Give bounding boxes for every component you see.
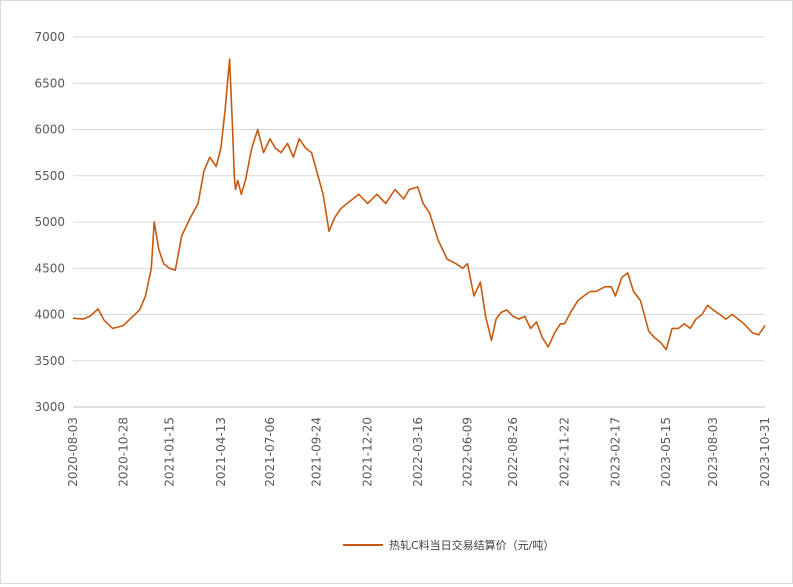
x-tick-label: 2021-07-06 <box>263 417 277 487</box>
x-tick-label: 2021-12-20 <box>361 417 375 487</box>
x-tick-label: 2020-10-28 <box>116 417 130 487</box>
y-tick-label: 7000 <box>34 30 65 44</box>
y-tick-label: 5500 <box>34 169 65 183</box>
x-tick-label: 2023-08-03 <box>706 417 720 487</box>
x-tick-label: 2022-08-26 <box>506 417 520 487</box>
x-axis-ticks: 2020-08-03 2020-10-28 2021-01-15 2021-04-13… <box>66 417 772 487</box>
y-tick-label: 3500 <box>34 354 65 368</box>
x-tick-label: 2023-10-31 <box>758 417 772 487</box>
y-tick-label: 6500 <box>34 76 65 90</box>
y-tick-label: 6000 <box>34 123 65 137</box>
y-tick-label: 5000 <box>34 215 65 229</box>
gridlines <box>73 36 765 362</box>
x-tick-label: 2022-06-09 <box>461 417 475 487</box>
x-tick-label: 2023-05-15 <box>659 417 673 487</box>
x-tick-label: 2022-11-22 <box>558 417 572 487</box>
x-tick-label: 2022-03-16 <box>411 417 425 487</box>
x-tick-label: 2021-04-13 <box>214 417 228 487</box>
y-tick-label: 4500 <box>34 261 65 275</box>
legend-swatch <box>343 544 383 546</box>
x-tick-label: 2021-01-15 <box>162 417 176 487</box>
series-line <box>72 58 766 351</box>
y-axis-ticks: 3000 3500 4000 4500 5000 5500 6000 6500 7000 <box>34 30 65 414</box>
y-tick-label: 3000 <box>34 400 65 414</box>
x-tick-label: 2021-09-24 <box>310 417 324 487</box>
legend-label: 热轧C料当日交易结算价（元/吨） <box>389 539 555 552</box>
y-tick-label: 4000 <box>34 308 65 322</box>
x-tick-label: 2020-08-03 <box>66 417 80 487</box>
legend: 热轧C料当日交易结算价（元/吨） <box>343 537 554 553</box>
x-tick-label: 2023-02-17 <box>608 417 622 487</box>
